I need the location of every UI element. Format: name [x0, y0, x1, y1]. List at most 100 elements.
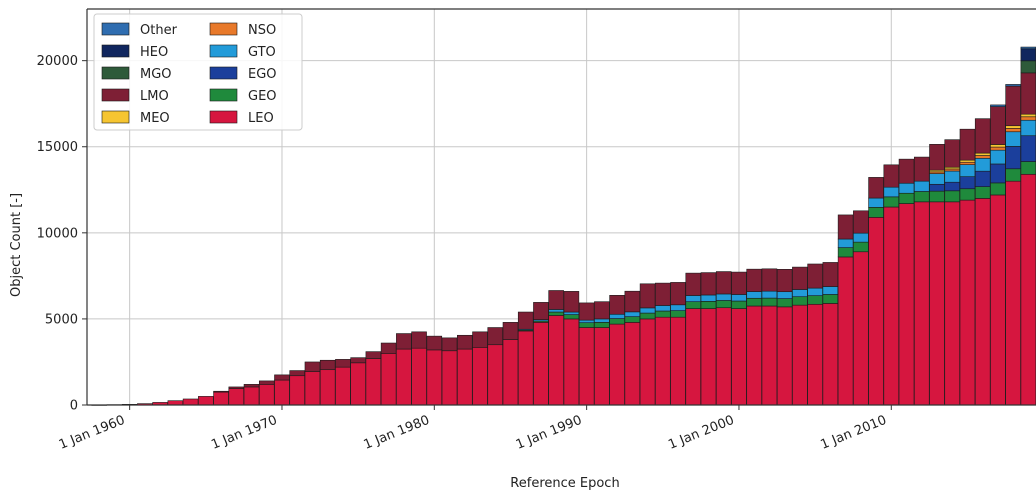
bar-segment-gto — [990, 149, 1006, 165]
bar-segment-leo — [198, 396, 214, 406]
bar-segment-geo — [792, 296, 808, 306]
bar-segment-lmo — [685, 272, 702, 296]
bar-segment-lmo — [441, 337, 458, 352]
bar-segment-leo — [883, 206, 900, 406]
bar-segment-gto — [898, 182, 915, 194]
bar-segment-gto — [609, 313, 625, 319]
bar-segment-gto — [853, 232, 869, 243]
bar-segment-lmo — [426, 335, 443, 351]
bar-segment-leo — [776, 306, 793, 406]
bar-segment-other — [1005, 84, 1021, 87]
bar-segment-geo — [594, 322, 610, 328]
bar-segment-geo — [822, 294, 839, 304]
bar-segment-gto — [1020, 119, 1036, 137]
bar-segment-lmo — [457, 334, 473, 350]
bar-segment-ego — [959, 176, 976, 190]
bar-segment-lmo — [655, 282, 671, 306]
bar-segment-lmo — [761, 268, 778, 292]
bar-segment-leo — [213, 391, 229, 406]
bar-segment-leo — [639, 318, 656, 406]
bar-segment-ego — [990, 163, 1006, 184]
legend-swatch-geo — [209, 88, 238, 102]
bar-segment-lmo — [350, 357, 366, 364]
bar-segment-leo — [167, 400, 184, 406]
bar-segment-geo — [609, 318, 625, 325]
legend: Other HEO MGO LMO MEO NSO GTO EGO GEO LEO — [93, 13, 303, 131]
bar-segment-leo — [594, 327, 610, 406]
bar-segment-lmo — [700, 272, 717, 296]
legend-swatch-lmo — [101, 88, 130, 102]
bar-segment-lmo — [1020, 72, 1036, 115]
bar-segment-leo — [624, 322, 641, 406]
bar-segment-lmo — [472, 331, 488, 348]
legend-label-leo: LEO — [248, 111, 274, 126]
bar-segment-geo — [761, 297, 778, 307]
bar-segment-leo — [670, 316, 686, 406]
bar-segment-geo — [913, 191, 930, 203]
legend-box — [93, 13, 303, 131]
x-tick-label: 1 Jan 1990 — [514, 413, 584, 453]
legend-swatch-meo — [101, 110, 130, 124]
x-tick-label: 1 Jan 2010 — [819, 413, 889, 453]
bar-segment-lmo — [959, 128, 976, 161]
bar-segment-lmo — [563, 291, 580, 313]
bar-segment-ego — [974, 170, 991, 187]
bar-segment-geo — [548, 311, 564, 316]
bar-segment-lmo — [715, 271, 732, 295]
legend-label-meo: MEO — [140, 111, 170, 126]
bar-segment-leo — [258, 384, 275, 406]
x-tick-label: 1 Jan 1960 — [57, 413, 127, 453]
bar-segment-gto — [807, 287, 823, 296]
bar-segment-gto — [746, 291, 762, 299]
legend-label-mgo: MGO — [140, 67, 172, 82]
bar-segment-leo — [274, 379, 290, 406]
bar-segment-geo — [990, 182, 1006, 196]
bar-segment-leo — [243, 386, 260, 406]
bar-segment-leo — [457, 348, 473, 406]
bar-segment-gto — [670, 304, 686, 311]
bar-segment-geo — [944, 190, 960, 203]
bar-segment-lmo — [1005, 85, 1021, 127]
legend-label-geo: GEO — [248, 89, 277, 104]
bar-segment-gto — [959, 164, 976, 177]
bar-segment-lmo — [289, 370, 305, 377]
y-tick-label: 5000 — [45, 312, 78, 327]
bar-segment-leo — [182, 398, 199, 406]
bar-segment-lmo — [487, 327, 504, 346]
bar-segment-gto — [792, 289, 808, 298]
bar-segment-lmo — [609, 295, 625, 315]
bar-segment-gto — [944, 170, 960, 183]
legend-swatch-heo — [101, 44, 130, 58]
bar-segment-leo — [380, 353, 397, 406]
bar-segment-geo — [898, 192, 915, 204]
bar-segment-lmo — [639, 283, 656, 309]
bar-segment-gto — [548, 309, 564, 313]
legend-label-lmo: LMO — [140, 89, 169, 104]
bar-segment-lmo — [624, 290, 641, 313]
bar-segment-leo — [715, 307, 732, 406]
bar-segment-meo — [959, 159, 976, 163]
bar-segment-gto — [731, 294, 747, 302]
bar-segment-geo — [837, 247, 854, 258]
bar-segment-gto — [974, 157, 991, 172]
bar-segment-geo — [853, 241, 869, 253]
bar-segment-leo — [335, 366, 351, 406]
bar-segment-lmo — [883, 164, 900, 188]
bar-segment-lmo — [274, 374, 290, 381]
legend-swatch-leo — [209, 110, 238, 124]
legend-swatch-gto — [209, 44, 238, 58]
bar-segment-leo — [807, 303, 823, 406]
bar-segment-leo — [365, 358, 382, 406]
bar-segment-other — [1020, 46, 1036, 50]
bar-segment-leo — [761, 305, 778, 406]
bar-segment-gto — [563, 311, 580, 315]
bar-segment-leo — [655, 316, 671, 406]
bar-segment-geo — [563, 314, 580, 320]
bar-segment-lmo — [335, 359, 351, 368]
bar-segment-leo — [913, 201, 930, 406]
bar-segment-geo — [624, 316, 641, 323]
legend-label-heo: HEO — [140, 45, 168, 60]
legend-swatch-nso — [209, 22, 238, 36]
bar-segment-lmo — [502, 322, 519, 340]
bar-segment-gto — [822, 286, 839, 295]
